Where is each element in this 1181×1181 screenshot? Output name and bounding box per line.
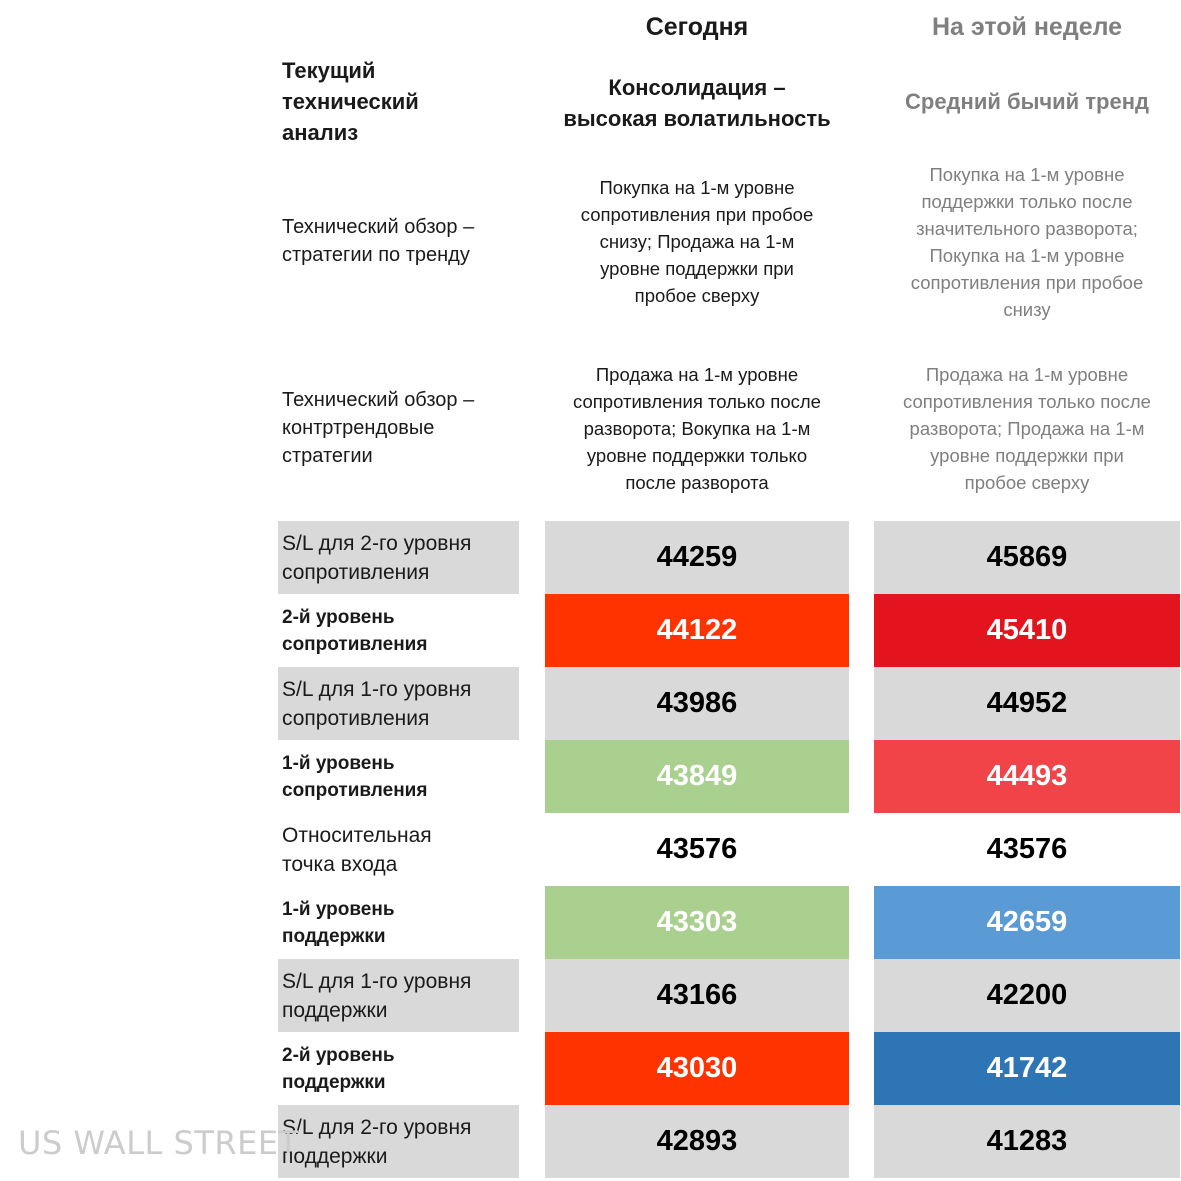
level-week-value: 42200 bbox=[874, 959, 1180, 1032]
week-trend: Средний бычий тренд bbox=[905, 89, 1149, 114]
level-label: 2-й уровень сопротивления bbox=[278, 594, 519, 667]
trend-strategy-label: Технический обзор – стратегии по тренду bbox=[282, 216, 475, 266]
countertrend-strategy-label: Технический обзор – контртрендовые страт… bbox=[282, 389, 475, 467]
level-today-value: 44259 bbox=[545, 521, 849, 594]
level-today-value: 42893 bbox=[545, 1105, 849, 1178]
level-label: S/L для 2-го уровня сопротивления bbox=[278, 521, 519, 594]
header-this-week: На этой неделе bbox=[931, 13, 1123, 41]
level-label: S/L для 2-го уровня поддержки bbox=[278, 1105, 519, 1178]
today-trend: Консолидация – высокая волатильность bbox=[563, 75, 831, 131]
level-week-value: 45410 bbox=[874, 594, 1180, 667]
level-week-value: 44952 bbox=[874, 667, 1180, 740]
level-label: 1-й уровень сопротивления bbox=[278, 740, 519, 813]
trend-strategy-today: Покупка на 1-м уровне сопротивления при … bbox=[580, 177, 814, 306]
level-label: 1-й уровень поддержки bbox=[278, 886, 519, 959]
countertrend-strategy-week: Продажа на 1-м уровне сопротивления толь… bbox=[903, 364, 1151, 493]
level-week-value: 41283 bbox=[874, 1105, 1180, 1178]
level-label: 2-й уровень поддержки bbox=[278, 1032, 519, 1105]
header-today: Сегодня bbox=[645, 13, 749, 41]
level-today-value: 44122 bbox=[545, 594, 849, 667]
level-week-value: 43576 bbox=[874, 813, 1180, 886]
trend-strategy-week: Покупка на 1-м уровне поддержки только п… bbox=[910, 164, 1144, 320]
level-label: Относительная точка входа bbox=[278, 813, 519, 886]
level-week-value: 45869 bbox=[874, 521, 1180, 594]
level-today-value: 43849 bbox=[545, 740, 849, 813]
level-label: S/L для 1-го уровня поддержки bbox=[278, 959, 519, 1032]
level-label: S/L для 1-го уровня сопротивления bbox=[278, 667, 519, 740]
level-week-value: 41742 bbox=[874, 1032, 1180, 1105]
level-week-value: 44493 bbox=[874, 740, 1180, 813]
countertrend-strategy-today: Продажа на 1-м уровне сопротивления толь… bbox=[573, 364, 821, 493]
level-week-value: 42659 bbox=[874, 886, 1180, 959]
level-today-value: 43030 bbox=[545, 1032, 849, 1105]
level-today-value: 43986 bbox=[545, 667, 849, 740]
current-analysis-label: Текущий технический анализ bbox=[282, 58, 419, 145]
level-today-value: 43166 bbox=[545, 959, 849, 1032]
level-today-value: 43303 bbox=[545, 886, 849, 959]
level-today-value: 43576 bbox=[545, 813, 849, 886]
watermark: US WALL STREET bbox=[18, 1124, 299, 1162]
